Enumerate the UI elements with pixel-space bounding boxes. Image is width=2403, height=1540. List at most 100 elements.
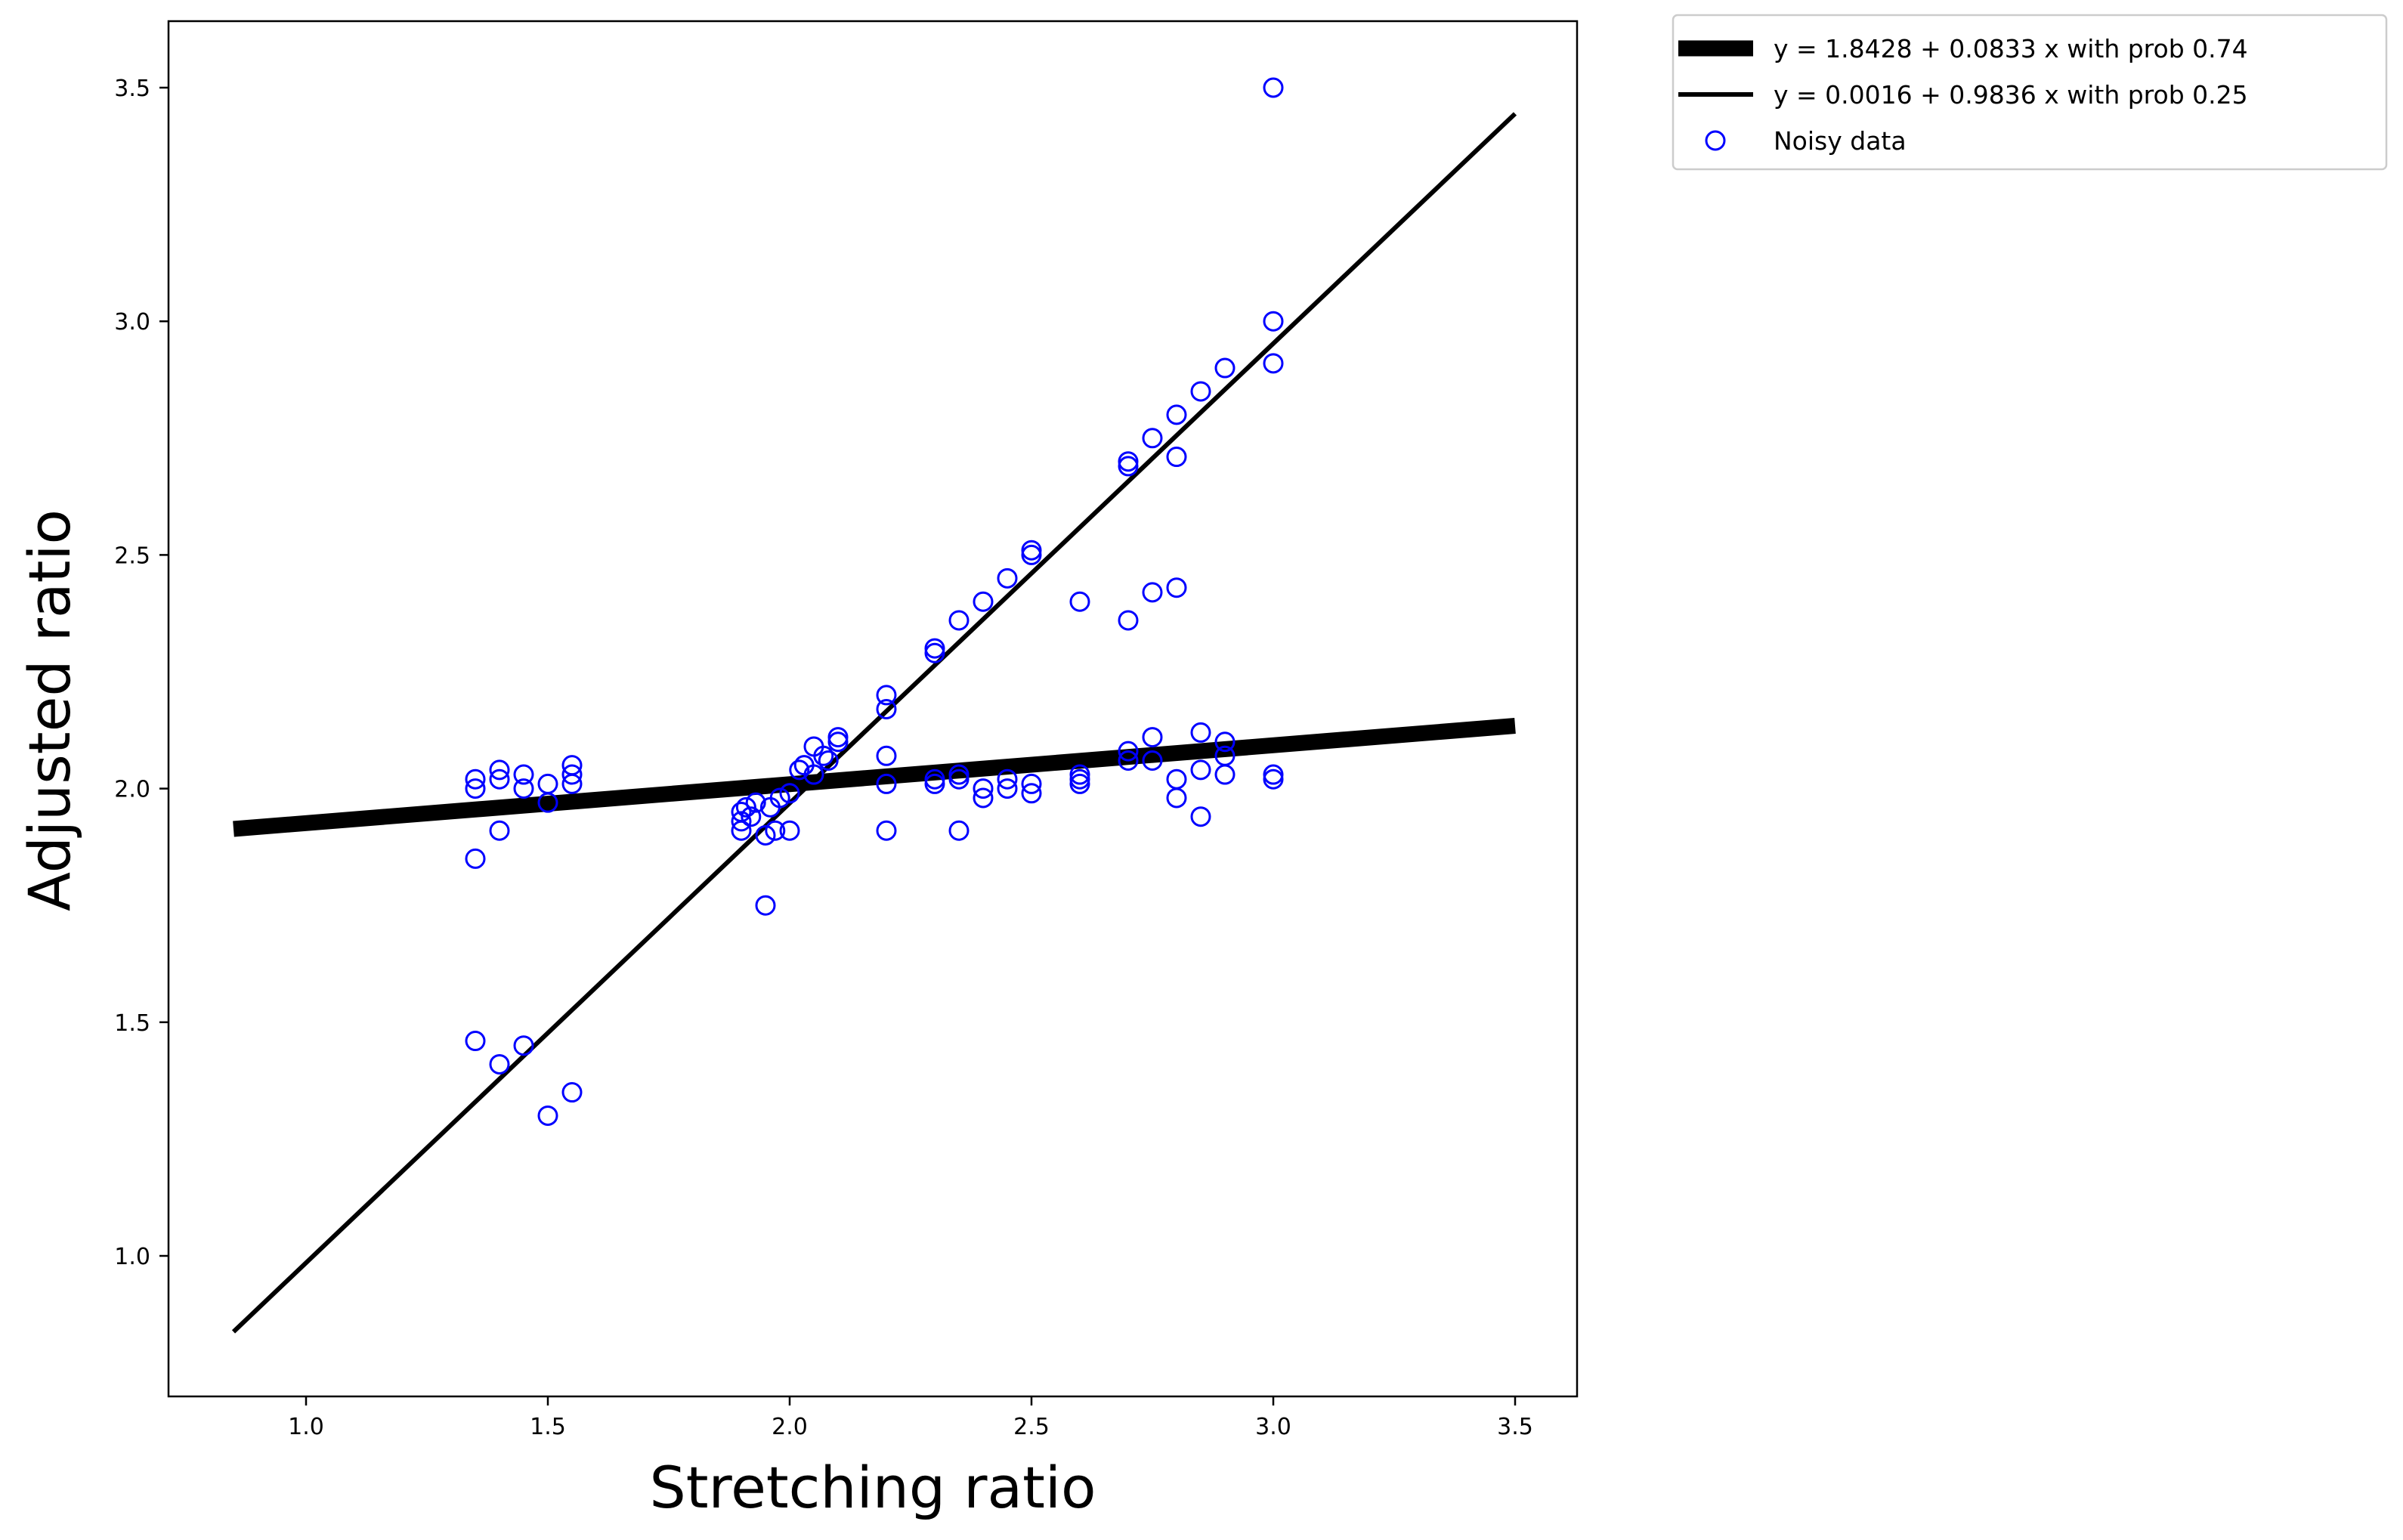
- x-tick-label: 3.5: [1497, 1414, 1533, 1440]
- scatter-point: [1190, 759, 1211, 781]
- scatter-point: [745, 792, 766, 813]
- scatter-point: [1214, 764, 1236, 785]
- scatter-point: [1142, 727, 1163, 748]
- scatter-point: [876, 820, 897, 841]
- scatter-point: [876, 773, 897, 794]
- scatter-point: [735, 796, 756, 818]
- scatter-points: [465, 77, 1284, 1126]
- scatter-point: [465, 848, 486, 869]
- scatter-point: [876, 745, 897, 766]
- scatter-point: [1166, 404, 1187, 425]
- scatter-point: [948, 610, 970, 631]
- scatter-point: [1190, 381, 1211, 402]
- x-tick-label: 1.0: [288, 1414, 324, 1440]
- plot-frame: [167, 20, 1579, 1398]
- scatter-point: [827, 731, 849, 753]
- fit-lines: [231, 112, 1517, 1334]
- legend-frame: [1672, 14, 2388, 171]
- scatter-point: [537, 792, 558, 813]
- scatter-point: [561, 764, 583, 785]
- scatter-point: [1069, 591, 1090, 612]
- scatter-point: [465, 778, 486, 799]
- scatter-point: [973, 778, 994, 799]
- scatter-point: [1021, 783, 1042, 804]
- scatter-point: [818, 750, 839, 771]
- x-tick-label: 1.5: [530, 1414, 566, 1440]
- scatter-point: [1214, 357, 1236, 379]
- scatter-point: [997, 778, 1018, 799]
- scatter-point: [1118, 741, 1139, 762]
- scatter-point: [1263, 768, 1284, 790]
- scatter-point: [1118, 750, 1139, 771]
- scatter-point: [489, 759, 510, 781]
- x-axis-title: Stretching ratio: [649, 1454, 1096, 1521]
- scatter-point: [465, 1031, 486, 1052]
- fit-line-thick: [233, 718, 1516, 837]
- scatter-point: [765, 820, 786, 841]
- scatter-point: [1190, 806, 1211, 827]
- scatter-point: [561, 773, 583, 794]
- x-tick-label: 2.5: [1013, 1414, 1050, 1440]
- scatter-point: [1166, 447, 1187, 468]
- scatter-point: [1166, 787, 1187, 809]
- scatter-point: [789, 759, 810, 781]
- scatter-point: [779, 820, 800, 841]
- scatter-point: [755, 895, 776, 916]
- scatter-point: [1142, 428, 1163, 449]
- scatter-point: [997, 567, 1018, 589]
- y-tick-label: 1.5: [114, 1010, 150, 1037]
- scatter-point: [513, 1035, 534, 1056]
- scatter-point: [731, 811, 752, 832]
- scatter-point: [537, 1105, 558, 1126]
- y-tick-label: 2.5: [114, 543, 150, 569]
- scatter-point: [1263, 311, 1284, 332]
- scatter-point: [489, 768, 510, 790]
- scatter-point: [513, 778, 534, 799]
- scatter-point: [1263, 353, 1284, 374]
- scatter-point: [1142, 582, 1163, 603]
- scatter-point: [769, 787, 790, 809]
- scatter-point: [924, 642, 945, 663]
- scatter-point: [948, 768, 970, 790]
- scatter-point: [465, 768, 486, 790]
- scatter-point: [1021, 544, 1042, 565]
- scatter-point: [1021, 773, 1042, 794]
- scatter-point: [1166, 577, 1187, 598]
- scatter-point: [1142, 750, 1163, 771]
- legend-label-scatter: Noisy data: [1774, 126, 1907, 156]
- scatter-point: [924, 773, 945, 794]
- legend-swatch-scatter: [1705, 130, 1726, 151]
- x-tick-label: 3.0: [1255, 1414, 1291, 1440]
- scatter-point: [513, 764, 534, 785]
- y-tick-label: 1.0: [114, 1244, 150, 1270]
- legend: y = 1.8428 + 0.0833 x with prob 0.74 y =…: [1672, 14, 2388, 171]
- y-axis-title: Adjusted ratio: [16, 509, 83, 911]
- y-tick-label: 3.0: [114, 309, 150, 336]
- scatter-point: [1214, 731, 1236, 753]
- scatter-point: [1069, 773, 1090, 794]
- scatter-point: [997, 768, 1018, 790]
- scatter-point: [973, 787, 994, 809]
- y-axis-ticks: 1.0 1.5 2.0 2.5 3.0 3.5: [114, 76, 169, 1270]
- scatter-point: [948, 820, 970, 841]
- x-tick-label: 2.0: [772, 1414, 808, 1440]
- legend-label-thin: y = 0.0016 + 0.9836 x with prob 0.25: [1774, 80, 2248, 110]
- scatter-point: [731, 820, 752, 841]
- scatter-point: [803, 764, 824, 785]
- scatter-point: [741, 806, 762, 827]
- y-tick-label: 2.0: [114, 777, 150, 803]
- scatter-point: [813, 745, 834, 766]
- scatter-point: [876, 685, 897, 706]
- fit-line-thin: [231, 112, 1517, 1334]
- x-axis-ticks: 1.0 1.5 2.0 2.5 3.0 3.5: [288, 1396, 1533, 1440]
- scatter-point: [1190, 722, 1211, 743]
- scatter-point: [1263, 77, 1284, 98]
- scatter-point: [876, 698, 897, 719]
- scatter-point: [1118, 456, 1139, 477]
- y-tick-label: 3.5: [114, 76, 150, 102]
- scatter-point: [755, 824, 776, 846]
- scatter-point: [1118, 610, 1139, 631]
- scatter-point: [489, 820, 510, 841]
